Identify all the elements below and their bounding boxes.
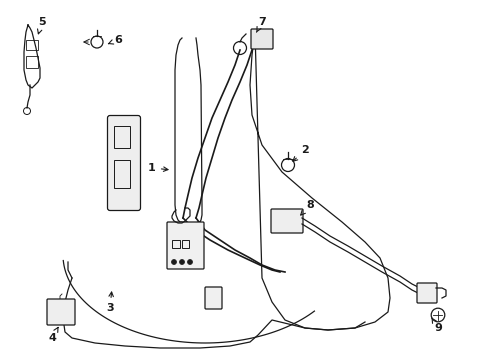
Text: 1: 1 bbox=[148, 163, 168, 173]
Circle shape bbox=[187, 260, 192, 265]
Text: 7: 7 bbox=[256, 17, 265, 32]
FancyBboxPatch shape bbox=[107, 116, 140, 211]
Bar bbox=[26, 56, 38, 68]
Text: 3: 3 bbox=[106, 292, 114, 313]
Text: 5: 5 bbox=[38, 17, 46, 34]
FancyBboxPatch shape bbox=[270, 209, 303, 233]
Bar bbox=[114, 126, 130, 148]
Circle shape bbox=[179, 260, 184, 265]
FancyBboxPatch shape bbox=[47, 299, 75, 325]
Bar bbox=[26, 40, 38, 50]
FancyBboxPatch shape bbox=[204, 287, 222, 309]
FancyBboxPatch shape bbox=[416, 283, 436, 303]
Text: 4: 4 bbox=[48, 327, 58, 343]
FancyBboxPatch shape bbox=[250, 29, 272, 49]
Text: 9: 9 bbox=[431, 318, 441, 333]
Text: 6: 6 bbox=[108, 35, 122, 45]
Circle shape bbox=[171, 260, 176, 265]
Bar bbox=[172, 240, 180, 248]
Text: 2: 2 bbox=[292, 145, 308, 161]
Bar bbox=[182, 240, 189, 248]
FancyBboxPatch shape bbox=[167, 222, 203, 269]
Bar bbox=[114, 160, 130, 188]
Text: 8: 8 bbox=[300, 200, 313, 215]
